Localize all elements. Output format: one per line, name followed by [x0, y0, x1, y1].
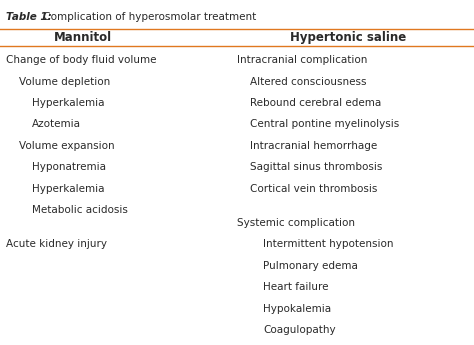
Text: Rebound cerebral edema: Rebound cerebral edema: [250, 98, 382, 108]
Text: Volume expansion: Volume expansion: [19, 141, 115, 151]
Text: Hypertonic saline: Hypertonic saline: [290, 31, 407, 44]
Text: Hypokalemia: Hypokalemia: [263, 304, 331, 314]
Text: Hyperkalemia: Hyperkalemia: [32, 98, 104, 108]
Text: Azotemia: Azotemia: [32, 119, 81, 129]
Text: Volume depletion: Volume depletion: [19, 77, 110, 87]
Text: Hyponatremia: Hyponatremia: [32, 162, 106, 172]
Text: Intracranial hemorrhage: Intracranial hemorrhage: [250, 141, 377, 151]
Text: Heart failure: Heart failure: [263, 282, 328, 292]
Text: Cortical vein thrombosis: Cortical vein thrombosis: [250, 184, 378, 194]
Text: Intermittent hypotension: Intermittent hypotension: [263, 239, 393, 249]
Text: Systemic complication: Systemic complication: [237, 218, 355, 228]
Text: Complication of hyperosmolar treatment: Complication of hyperosmolar treatment: [40, 12, 256, 22]
Text: Hyperkalemia: Hyperkalemia: [32, 184, 104, 194]
Text: Table 1:: Table 1:: [6, 12, 52, 22]
Text: Sagittal sinus thrombosis: Sagittal sinus thrombosis: [250, 162, 383, 172]
Text: Central pontine myelinolysis: Central pontine myelinolysis: [250, 119, 400, 129]
Text: Mannitol: Mannitol: [54, 31, 112, 44]
Text: Acute kidney injury: Acute kidney injury: [6, 239, 107, 249]
Text: Pulmonary edema: Pulmonary edema: [263, 261, 358, 271]
Text: Intracranial complication: Intracranial complication: [237, 55, 367, 65]
Text: Metabolic acidosis: Metabolic acidosis: [32, 205, 128, 215]
Text: Coagulopathy: Coagulopathy: [263, 325, 336, 335]
Text: Altered consciousness: Altered consciousness: [250, 77, 367, 87]
Text: Change of body fluid volume: Change of body fluid volume: [6, 55, 156, 65]
